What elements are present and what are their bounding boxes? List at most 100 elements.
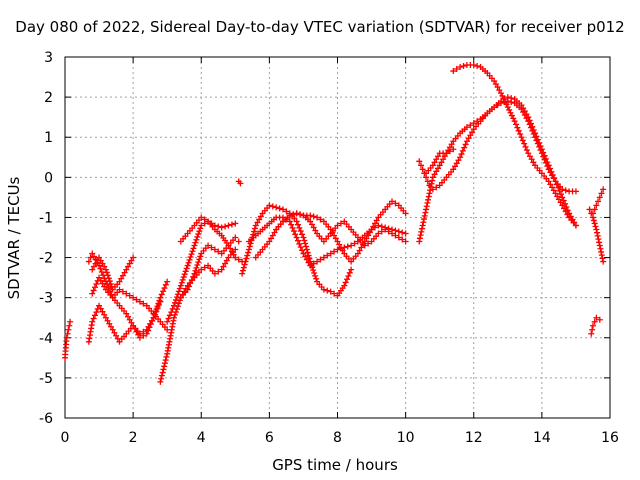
data-point bbox=[469, 129, 476, 136]
data-point bbox=[198, 214, 205, 221]
data-point bbox=[548, 168, 555, 175]
data-point bbox=[392, 200, 399, 207]
data-point bbox=[293, 210, 300, 217]
series-arc-o bbox=[416, 94, 579, 245]
data-point bbox=[561, 205, 568, 212]
data-point bbox=[242, 258, 249, 265]
data-point bbox=[211, 270, 218, 277]
data-point bbox=[434, 153, 441, 160]
data-point bbox=[320, 254, 327, 261]
data-point bbox=[239, 270, 246, 277]
data-point bbox=[125, 263, 132, 270]
data-point bbox=[545, 178, 552, 185]
data-point bbox=[296, 240, 303, 247]
data-point bbox=[271, 229, 278, 236]
data-point bbox=[528, 156, 535, 163]
data-point bbox=[104, 317, 111, 324]
data-point bbox=[89, 318, 96, 325]
data-point bbox=[194, 262, 201, 269]
data-point bbox=[460, 63, 467, 70]
data-point bbox=[193, 264, 200, 271]
data-point bbox=[344, 276, 351, 283]
data-point bbox=[164, 278, 171, 285]
data-point bbox=[119, 272, 126, 279]
y-tick-label: -4 bbox=[39, 331, 53, 347]
data-point bbox=[317, 256, 324, 263]
data-point bbox=[290, 211, 297, 218]
data-point bbox=[99, 260, 106, 267]
data-point bbox=[424, 200, 431, 207]
data-point bbox=[530, 159, 537, 166]
data-point bbox=[307, 218, 314, 225]
data-point bbox=[327, 288, 334, 295]
data-point bbox=[168, 309, 175, 316]
series-arc-d bbox=[89, 254, 137, 293]
data-point bbox=[106, 320, 113, 327]
data-point bbox=[395, 234, 402, 241]
data-point bbox=[504, 94, 511, 101]
data-point bbox=[434, 165, 441, 172]
data-point bbox=[171, 302, 177, 309]
data-point bbox=[252, 222, 259, 229]
data-point bbox=[599, 255, 606, 262]
data-point bbox=[190, 273, 197, 280]
data-point bbox=[245, 246, 252, 253]
data-point bbox=[450, 146, 457, 153]
data-point bbox=[341, 282, 348, 289]
data-point bbox=[93, 281, 100, 288]
y-tick-label: -6 bbox=[39, 411, 53, 427]
data-point bbox=[96, 302, 103, 309]
data-point bbox=[441, 153, 448, 160]
data-point bbox=[235, 238, 242, 245]
data-point bbox=[181, 271, 188, 278]
data-point bbox=[334, 246, 341, 253]
data-point bbox=[467, 122, 474, 129]
data-point bbox=[194, 233, 201, 240]
data-point bbox=[208, 220, 215, 227]
data-point bbox=[594, 229, 601, 236]
data-point bbox=[113, 332, 120, 339]
data-point bbox=[591, 220, 598, 227]
data-point bbox=[201, 216, 208, 223]
data-point bbox=[191, 242, 198, 249]
data-point bbox=[185, 283, 192, 290]
data-point bbox=[453, 66, 460, 73]
data-point bbox=[189, 248, 196, 255]
series-arc-t bbox=[588, 314, 603, 337]
data-point bbox=[595, 198, 602, 205]
data-point bbox=[300, 250, 307, 257]
data-point bbox=[572, 222, 579, 229]
data-point bbox=[193, 236, 200, 243]
data-point bbox=[363, 235, 370, 242]
data-point bbox=[429, 177, 436, 184]
data-point bbox=[542, 155, 549, 162]
data-point bbox=[392, 227, 399, 234]
data-point bbox=[227, 245, 234, 252]
data-point bbox=[101, 263, 108, 270]
data-point bbox=[461, 144, 468, 151]
data-point bbox=[429, 162, 436, 169]
data-point bbox=[302, 243, 309, 250]
data-point bbox=[589, 210, 596, 217]
data-point bbox=[90, 263, 97, 270]
x-axis-label: GPS time / hours bbox=[272, 456, 398, 474]
data-point bbox=[215, 248, 222, 255]
data-point bbox=[161, 363, 168, 370]
series-arc-j bbox=[239, 202, 355, 299]
series-arc-c bbox=[85, 250, 164, 337]
data-point bbox=[426, 190, 433, 197]
data-point bbox=[241, 261, 248, 268]
data-point bbox=[187, 280, 194, 287]
series-arc-s bbox=[589, 186, 607, 217]
data-point bbox=[116, 278, 123, 285]
data-point bbox=[304, 249, 311, 256]
data-point bbox=[90, 315, 97, 322]
data-point bbox=[186, 256, 193, 263]
data-point bbox=[425, 196, 432, 203]
data-point bbox=[312, 227, 319, 234]
data-point bbox=[293, 234, 300, 241]
data-point bbox=[197, 225, 204, 232]
data-point bbox=[130, 294, 137, 301]
data-point bbox=[251, 225, 258, 232]
data-point bbox=[288, 221, 295, 228]
